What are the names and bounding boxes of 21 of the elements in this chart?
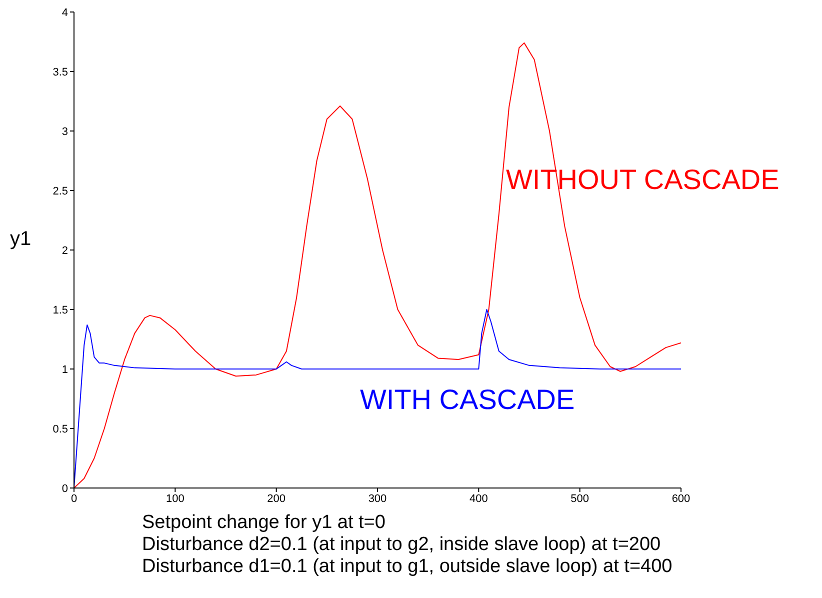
y-tick-label: 1 [62, 364, 68, 376]
text: Disturbance d1=0.1 (at input to g1, outside slave loop) at t=400 [142, 556, 672, 578]
text: Disturbance d2=0.1 (at input to g2, inside slave loop) at t=200 [142, 534, 662, 556]
y-tick-label: 2 [62, 244, 68, 257]
x-tick-label: 300 [368, 492, 387, 505]
x-tick-label: 500 [570, 492, 590, 505]
text: Setpoint change for y1 at t=0 [142, 512, 386, 534]
x-tick-label: 200 [267, 492, 286, 505]
y-tick-label: 1.5 [52, 304, 68, 316]
y-tick-label: 2.5 [52, 185, 68, 198]
x-tick-label: 100 [166, 492, 184, 505]
x-tick-label: 0 [70, 492, 78, 505]
y-tick-label: 3 [62, 126, 68, 138]
y-tick-label: 3.5 [52, 66, 68, 78]
y-tick-label: 4 [62, 6, 68, 19]
x-tick-label: 400 [469, 492, 488, 505]
y-tick-label: 0 [62, 482, 68, 495]
y-tick-label: 0.5 [52, 423, 68, 436]
y-axis-title: y1 [10, 228, 32, 251]
x-tick-label: 600 [672, 492, 690, 505]
series-label: WITH CASCADE [360, 384, 575, 416]
